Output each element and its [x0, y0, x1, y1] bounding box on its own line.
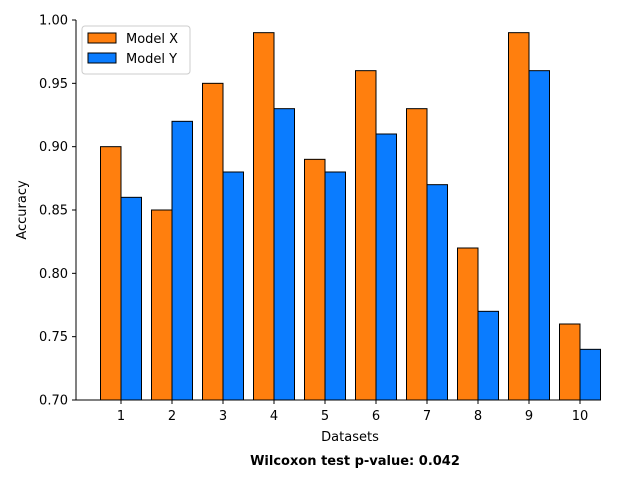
bar-model-y-5 — [324, 171, 346, 401]
x-ticks-group: 1 2 3 4 5 6 7 8 9 10 — [117, 400, 588, 424]
legend-swatch-model-y — [87, 52, 117, 64]
bar-model-x-6 — [355, 70, 377, 401]
y-tick-label: 0.85 — [39, 204, 68, 219]
x-tick-label: 4 — [270, 409, 278, 424]
bar-model-x-8 — [457, 247, 479, 401]
bar-model-y-9 — [528, 70, 550, 401]
legend-swatch-model-x — [87, 32, 117, 44]
legend: Model X Model Y — [81, 25, 191, 75]
x-tick-label: 2 — [168, 409, 176, 424]
y-tick-label: 0.70 — [39, 394, 68, 409]
bars-group — [100, 32, 601, 401]
bar-model-x-4 — [253, 32, 275, 401]
bar-model-y-7 — [426, 184, 448, 401]
bar-model-y-10 — [579, 348, 601, 401]
bar-model-x-5 — [304, 158, 326, 401]
y-tick-label: 0.75 — [39, 330, 68, 345]
x-tick-label: 10 — [572, 409, 589, 424]
legend-label-model-x: Model X — [126, 32, 178, 47]
x-tick-label: 3 — [219, 409, 227, 424]
y-tick-label: 1.00 — [39, 14, 68, 29]
x-tick-label: 7 — [423, 409, 431, 424]
bar-model-x-9 — [508, 32, 530, 401]
bar-model-x-3 — [202, 82, 224, 401]
x-tick-label: 6 — [372, 409, 380, 424]
bar-model-y-1 — [120, 196, 142, 401]
bar-model-y-6 — [375, 133, 397, 401]
bar-model-y-4 — [273, 108, 295, 401]
y-axis-label: Accuracy — [15, 180, 30, 240]
bar-model-x-7 — [406, 108, 428, 401]
x-tick-label: 5 — [321, 409, 329, 424]
y-tick-label: 0.90 — [39, 140, 68, 155]
bar-model-y-8 — [477, 310, 499, 401]
x-tick-label: 8 — [474, 409, 482, 424]
bar-model-y-3 — [222, 171, 244, 401]
bar-model-x-10 — [559, 323, 581, 401]
bar-model-x-2 — [151, 209, 173, 401]
x-axis-label: Datasets — [321, 430, 379, 445]
bar-model-x-1 — [100, 146, 122, 401]
x-tick-label: 1 — [117, 409, 125, 424]
bar-model-y-2 — [171, 120, 193, 401]
y-tick-label: 0.80 — [39, 267, 68, 282]
x-tick-label: 9 — [525, 409, 533, 424]
y-tick-label: 0.95 — [39, 77, 68, 92]
legend-label-model-y: Model Y — [126, 52, 177, 67]
y-ticks-group: 0.70 0.75 0.80 0.85 0.90 0.95 1.00 — [39, 14, 76, 409]
chart-annotation: Wilcoxon test p-value: 0.042 — [250, 454, 460, 469]
